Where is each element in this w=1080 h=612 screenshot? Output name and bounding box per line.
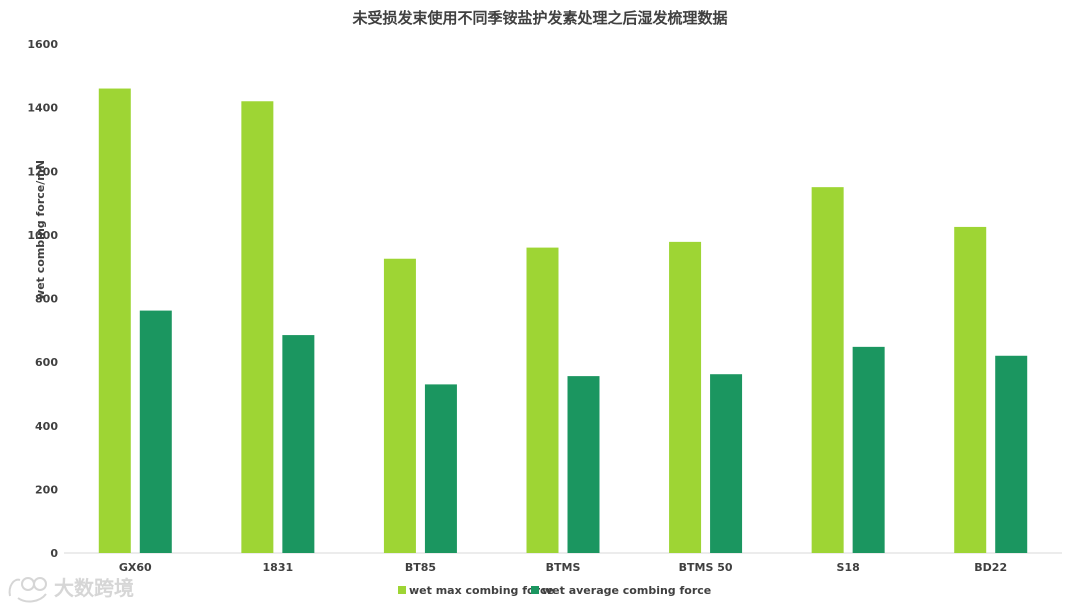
bar-max-4 <box>669 241 702 553</box>
bar-max-5 <box>811 187 844 553</box>
y-tick-label: 1200 <box>27 165 58 178</box>
bar-max-3 <box>526 247 559 553</box>
bar-average-3 <box>567 376 600 553</box>
bar-max-6 <box>954 226 987 553</box>
y-tick-label: 200 <box>35 483 58 496</box>
y-tick-label: 1600 <box>27 38 58 51</box>
watermark-text: 大数跨境 <box>54 576 134 600</box>
y-axis-ticks: 0 200 400 600 800 1000 1200 1400 1600 <box>27 38 58 560</box>
bar-average-6 <box>995 355 1028 553</box>
bar-average-1 <box>282 335 315 553</box>
x-tick-label: GX60 <box>119 561 152 574</box>
y-axis-label: wet combing force/mN <box>34 160 47 300</box>
legend-swatch <box>398 586 406 594</box>
x-tick-label: S18 <box>837 561 860 574</box>
bar-average-2 <box>424 384 457 553</box>
legend-label: wet average combing force <box>542 584 711 597</box>
x-tick-label: BT85 <box>405 561 436 574</box>
x-tick-label: BTMS <box>546 561 581 574</box>
chart-title: 未受损发束使用不同季铵盐护发素处理之后湿发梳理数据 <box>351 9 727 27</box>
bar-average-4 <box>710 374 743 553</box>
y-tick-label: 1400 <box>27 102 58 115</box>
x-axis-ticks: GX60 1831 BT85 BTMS BTMS 50 S18 BD22 <box>119 561 1007 574</box>
bar-average-5 <box>852 346 885 553</box>
y-tick-label: 400 <box>35 420 58 433</box>
y-tick-label: 800 <box>35 293 58 306</box>
x-tick-label: 1831 <box>263 561 294 574</box>
legend-swatch <box>531 586 539 594</box>
x-tick-label: BD22 <box>974 561 1007 574</box>
bar-average-0 <box>139 310 172 553</box>
y-tick-label: 0 <box>50 547 58 560</box>
watermark: 大数跨境 <box>8 576 134 603</box>
bar-max-0 <box>98 88 131 553</box>
y-tick-label: 600 <box>35 356 58 369</box>
logo-icon <box>8 577 47 603</box>
y-tick-label: 1000 <box>27 229 58 242</box>
legend-label: wet max combing force <box>409 584 554 597</box>
bars-group <box>98 88 1028 553</box>
bar-max-2 <box>383 258 416 553</box>
bar-max-1 <box>241 101 274 553</box>
x-tick-label: BTMS 50 <box>679 561 733 574</box>
